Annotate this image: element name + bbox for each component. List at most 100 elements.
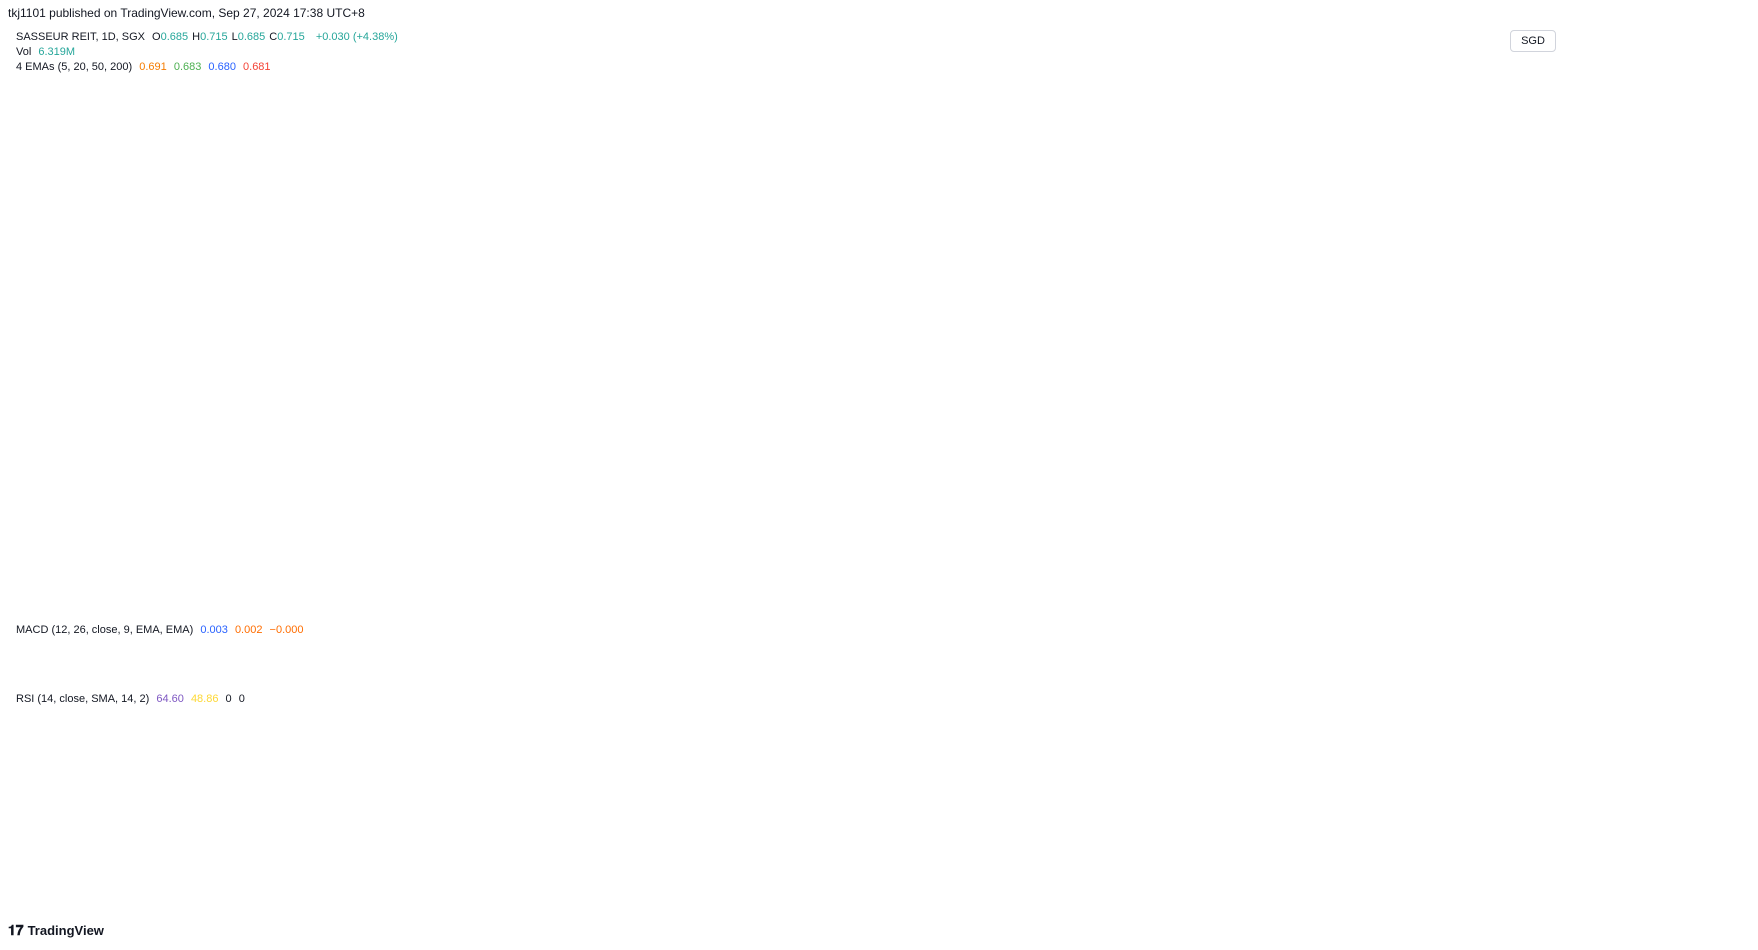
candle-body: [318, 247, 321, 258]
volume-bar: [533, 602, 536, 612]
volume-bar: [1479, 599, 1482, 612]
volume-bar: [355, 592, 358, 612]
candle-body: [1162, 396, 1165, 412]
volume-bar: [460, 598, 463, 612]
macd-histogram-bar: [840, 651, 843, 655]
macd-histogram-bar: [1049, 650, 1052, 651]
candle-body: [261, 170, 264, 179]
macd-histogram-bar: [439, 648, 441, 651]
volume-bar: [845, 601, 848, 612]
candle-body: [1264, 397, 1267, 406]
macd-histogram-bar: [723, 651, 726, 657]
candle-body: [830, 358, 833, 372]
candle-body: [608, 348, 611, 357]
volume-bar: [1106, 596, 1109, 612]
candle-body: [482, 362, 486, 367]
candle-body: [1369, 374, 1372, 379]
macd-tag-label: 0.002: [1512, 656, 1540, 668]
candle-body: [1354, 319, 1357, 329]
candle-body: [1228, 414, 1231, 426]
volume-bar: [240, 606, 243, 612]
rsi-value: 64.60: [156, 693, 184, 705]
macd-histogram-bar: [1157, 651, 1160, 652]
volume-bar: [1243, 574, 1246, 612]
candle-body: [749, 496, 752, 505]
volume-bar: [746, 595, 749, 612]
volume-bar: [1183, 605, 1186, 612]
volume-bar: [119, 605, 122, 612]
candle-body: [1357, 332, 1360, 349]
x-tick-label: Nov: [742, 798, 762, 810]
macd-histogram-bar: [271, 651, 274, 657]
candle-body: [515, 317, 519, 321]
macd-tag-label: 0.003: [1512, 641, 1540, 653]
candle-body: [174, 156, 177, 168]
volume-bar: [406, 596, 409, 612]
volume-bar: [84, 603, 87, 612]
candle-body: [306, 247, 309, 263]
resistance-tag-bg: [1507, 204, 1547, 219]
volume-bar: [1425, 605, 1428, 612]
macd-histogram-bar: [163, 643, 166, 651]
candle-body: [506, 327, 510, 335]
candle-body: [147, 240, 150, 262]
candle-body: [593, 340, 597, 348]
volume-bar: [915, 596, 918, 612]
candle-body: [692, 430, 695, 442]
candle-body: [1177, 400, 1180, 408]
volume-bar: [1189, 603, 1192, 612]
volume-bar: [587, 599, 590, 612]
macd-histogram-bar: [49, 645, 52, 651]
candle-body: [1087, 388, 1091, 403]
candle-body: [1404, 380, 1408, 382]
volume-bar: [221, 592, 224, 612]
candle-body: [761, 456, 764, 469]
ema20-line: [7, 80, 1416, 484]
candle-body: [991, 378, 995, 382]
candle-body: [479, 362, 483, 364]
macd-histogram-bar: [127, 651, 130, 662]
volume-bar: [832, 593, 835, 612]
candle-body: [632, 343, 635, 354]
volume-bar: [724, 606, 727, 612]
candle-body: [1147, 408, 1150, 412]
macd-histogram-bar: [810, 648, 813, 651]
macd-histogram-bar: [445, 648, 447, 651]
volume-bar: [957, 607, 960, 612]
candle-body: [845, 371, 848, 376]
candle-body: [1117, 390, 1120, 405]
candle-body: [467, 359, 471, 364]
volume-bar: [1135, 606, 1138, 612]
macd-histogram-bar: [280, 651, 283, 657]
candle-body: [800, 336, 803, 354]
candle-body: [54, 199, 58, 212]
candle-body: [1012, 381, 1016, 391]
candle-body: [1018, 371, 1022, 381]
volume-bar: [1333, 603, 1335, 612]
candle-body: [985, 380, 989, 385]
macd-histogram-bar: [1379, 651, 1382, 659]
macd-histogram-bar: [1394, 651, 1397, 654]
candle-body: [578, 300, 582, 316]
macd-histogram-bar: [307, 651, 310, 657]
candle-body: [782, 344, 785, 353]
volume-bar: [1132, 606, 1135, 612]
candle-body: [665, 405, 668, 421]
currency-button[interactable]: SGD: [1510, 30, 1556, 52]
candle-body: [638, 348, 641, 358]
volume-bar: [1059, 605, 1061, 612]
volume-bar: [1301, 592, 1304, 612]
volume-bar: [1208, 594, 1211, 612]
macd-histogram-bar: [753, 651, 756, 653]
x-tick-label: Nov: [1475, 798, 1495, 810]
x-tick-label: Jul: [502, 798, 516, 810]
earnings-marker-icon: [915, 596, 931, 612]
candle-body: [518, 315, 522, 319]
candle-body: [1375, 394, 1378, 410]
candle-body: [407, 233, 411, 250]
macd-tag-label: −0.000: [1512, 671, 1546, 683]
volume-bar: [820, 597, 823, 612]
macd-histogram-bar: [975, 647, 977, 651]
macd-histogram-bar: [1388, 651, 1391, 655]
volume-bar: [1323, 596, 1326, 612]
